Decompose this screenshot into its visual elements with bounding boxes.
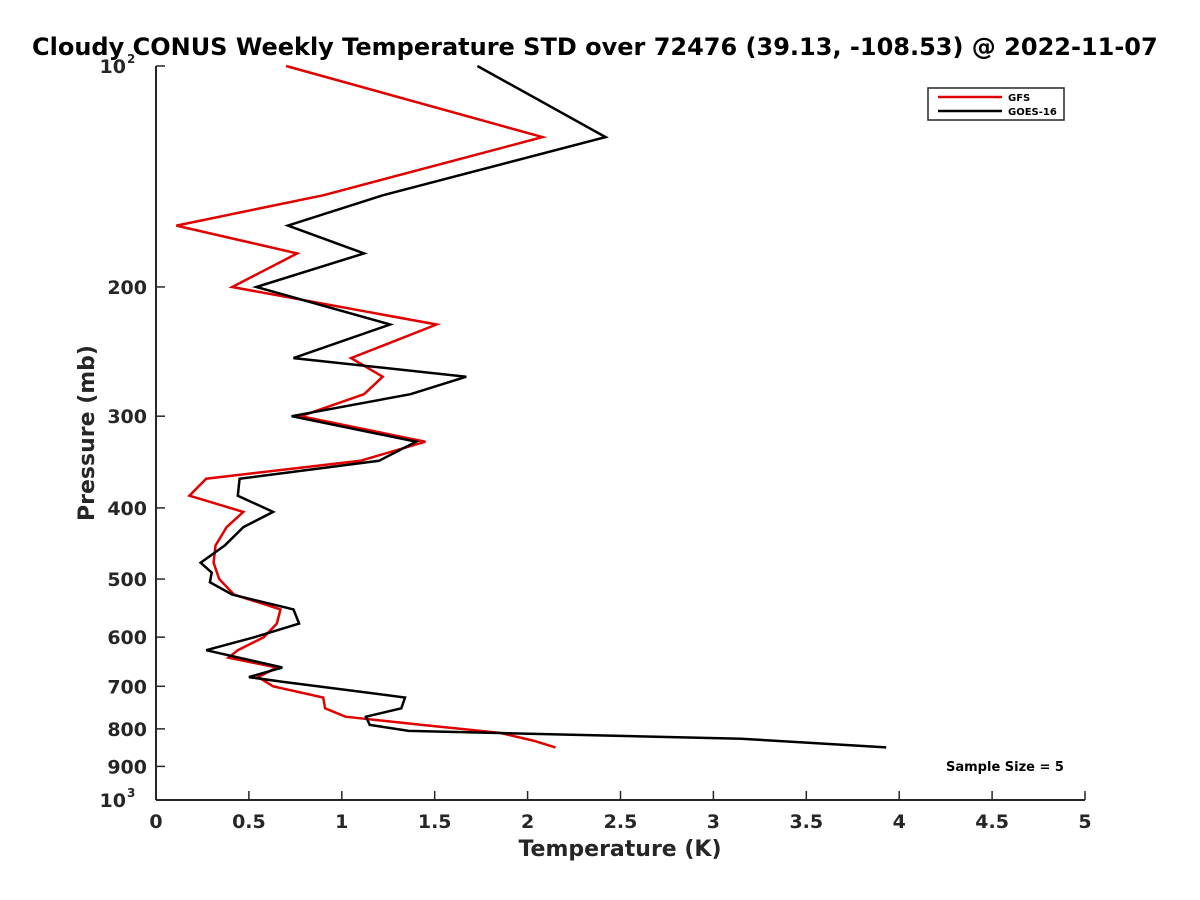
- y-tick-label: 400: [107, 498, 147, 520]
- sample-size-annotation: Sample Size = 5: [946, 760, 1064, 775]
- series-line-goes16: [198, 64, 887, 749]
- y-axis-label: Pressure (mb): [75, 345, 100, 521]
- legend-box: [927, 87, 1065, 121]
- x-tick-label: 4.5: [975, 811, 1009, 833]
- y-tick-label: 900: [107, 756, 147, 778]
- legend-label-goes16: GOES-16: [1008, 107, 1057, 118]
- y-tick-exponent: 2: [127, 52, 135, 66]
- x-tick-label: 3.5: [789, 811, 823, 833]
- y-tick-label: 200: [107, 277, 147, 299]
- x-tick-label: 3: [707, 811, 720, 833]
- x-ticks: 0 0.5 1 1.5 2 2.5 3 3.5 4 4.5 5: [149, 791, 1092, 833]
- x-tick-label: 0.5: [232, 811, 266, 833]
- y-tick-label: 10: [100, 790, 126, 812]
- x-tick-label: 2.5: [604, 811, 638, 833]
- x-tick-label: 1: [335, 811, 348, 833]
- plot-lines: [176, 64, 887, 749]
- x-axis-label: Temperature (K): [518, 837, 721, 862]
- x-tick-label: 4: [893, 811, 906, 833]
- chart-title: Cloudy CONUS Weekly Temperature STD over…: [32, 33, 1158, 61]
- y-tick-exponent: 3: [127, 786, 135, 800]
- y-tick-label: 700: [107, 676, 147, 698]
- x-tick-label: 0: [149, 811, 162, 833]
- series-line-gfs: [176, 64, 556, 749]
- legend-label-gfs: GFS: [1008, 93, 1030, 104]
- y-tick-label: 10: [100, 56, 126, 78]
- x-tick-label: 2: [521, 811, 534, 833]
- y-tick-label: 800: [107, 719, 147, 741]
- y-tick-label: 600: [107, 627, 147, 649]
- legend: GFS GOES-16: [927, 87, 1065, 121]
- x-tick-label: 1.5: [418, 811, 452, 833]
- y-tick-label: 500: [107, 569, 147, 591]
- y-tick-label: 300: [107, 406, 147, 428]
- x-tick-label: 5: [1078, 811, 1091, 833]
